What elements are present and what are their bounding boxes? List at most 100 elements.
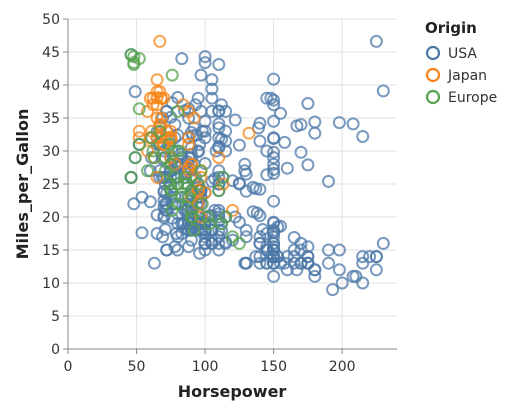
- data-point: [198, 236, 212, 250]
- y-tick-label: 15: [42, 243, 60, 259]
- x-tick-label: 100: [192, 359, 219, 375]
- data-point: [308, 126, 322, 140]
- data-point: [287, 243, 301, 257]
- data-point: [191, 184, 205, 198]
- y-tick-label: 20: [42, 210, 60, 226]
- data-point: [193, 246, 207, 260]
- data-point: [301, 97, 315, 110]
- data-point: [294, 236, 308, 250]
- data-point: [228, 113, 242, 127]
- data-point: [274, 256, 287, 270]
- data-point: [158, 164, 172, 178]
- data-point: [179, 222, 193, 236]
- legend-symbol-usa: [425, 45, 441, 61]
- data-point: [267, 216, 281, 230]
- data-point: [146, 144, 160, 158]
- data-point: [232, 138, 246, 152]
- data-point: [205, 91, 219, 105]
- data-point: [132, 124, 146, 138]
- legend-title: Origin: [425, 19, 477, 37]
- data-point: [253, 209, 267, 223]
- data-point: [135, 226, 149, 240]
- data-point: [212, 151, 226, 165]
- legend-label-europe: Europe: [448, 90, 497, 106]
- data-point: [308, 263, 322, 277]
- data-point: [179, 170, 193, 184]
- x-tick-label: 150: [260, 359, 287, 375]
- data-point: [205, 104, 219, 118]
- y-tick-label: 35: [42, 111, 60, 127]
- data-point: [232, 236, 246, 250]
- data-point: [132, 137, 146, 151]
- data-point: [267, 114, 281, 128]
- data-point: [287, 256, 301, 270]
- data-point: [202, 217, 216, 231]
- series-europe: [124, 48, 246, 250]
- data-point: [215, 217, 228, 231]
- data-point: [267, 226, 281, 240]
- data-point: [287, 231, 301, 244]
- data-point: [260, 256, 274, 270]
- data-point: [189, 98, 202, 112]
- data-point: [301, 256, 315, 270]
- data-point: [172, 144, 186, 158]
- data-point: [280, 161, 294, 175]
- data-point: [147, 256, 161, 270]
- data-point: [128, 151, 142, 165]
- data-point: [356, 130, 370, 143]
- data-point: [171, 104, 185, 118]
- data-point: [187, 223, 201, 237]
- data-point: [182, 190, 196, 204]
- data-point: [124, 170, 138, 184]
- data-point: [194, 210, 208, 224]
- data-point: [150, 208, 164, 222]
- data-point: [168, 144, 182, 158]
- data-point: [232, 215, 246, 229]
- data-point: [215, 98, 228, 112]
- data-point: [128, 85, 142, 99]
- data-point: [267, 145, 281, 159]
- data-point: [260, 91, 274, 105]
- data-point: [246, 205, 260, 219]
- data-point: [280, 250, 294, 264]
- data-point: [168, 157, 182, 171]
- data-point: [301, 158, 315, 172]
- data-point: [301, 250, 315, 264]
- data-point: [260, 240, 274, 254]
- data-point: [182, 137, 196, 151]
- data-point: [267, 72, 281, 86]
- data-point: [195, 197, 209, 211]
- x-tick-label: 0: [64, 359, 73, 375]
- data-point: [376, 84, 390, 98]
- data-point: [267, 256, 281, 270]
- data-point: [376, 236, 390, 250]
- data-point: [369, 250, 383, 264]
- points: [124, 34, 390, 297]
- y-tick-label: 40: [42, 78, 60, 94]
- data-point: [290, 263, 304, 277]
- data-point: [260, 227, 274, 240]
- data-point: [164, 151, 178, 165]
- data-point: [191, 177, 205, 191]
- data-point: [171, 243, 185, 257]
- data-point: [216, 177, 230, 191]
- data-point: [274, 106, 287, 120]
- data-point: [332, 116, 346, 130]
- data-point: [216, 170, 230, 184]
- y-tick-label: 50: [42, 12, 60, 28]
- data-point: [267, 166, 281, 180]
- data-point: [278, 135, 292, 149]
- data-point: [194, 164, 208, 178]
- data-point: [127, 50, 141, 64]
- data-point: [150, 131, 164, 145]
- data-point: [143, 195, 157, 209]
- data-point: [253, 134, 267, 148]
- data-point: [294, 118, 308, 132]
- data-point: [239, 256, 253, 270]
- data-point: [150, 111, 164, 125]
- data-point: [267, 194, 281, 208]
- data-point: [165, 184, 179, 198]
- legend: Origin USA Japan Europe: [425, 19, 497, 106]
- data-point: [153, 124, 167, 138]
- data-point: [164, 130, 178, 144]
